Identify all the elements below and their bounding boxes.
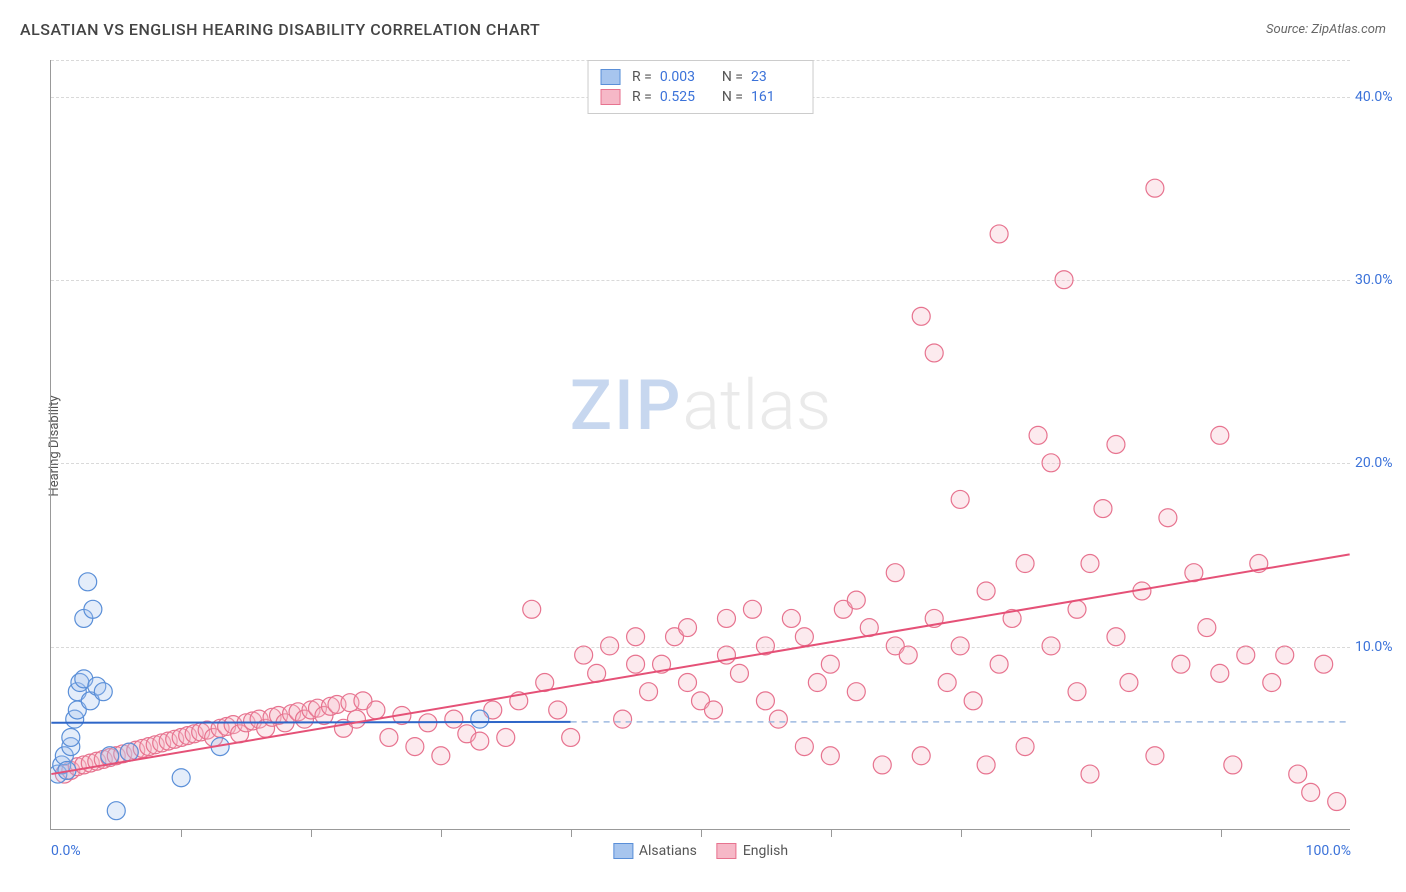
y-tick-label: 40.0%	[1355, 89, 1406, 105]
swatch-alsatians-icon	[600, 69, 620, 85]
legend-item-alsatians: Alsatians	[613, 843, 697, 859]
y-tick-label: 20.0%	[1355, 455, 1406, 471]
stats-row-alsatians: R = 0.003 N = 23	[600, 67, 801, 87]
r-label: R =	[632, 69, 652, 85]
r-value-alsatians: 0.003	[660, 69, 710, 85]
n-value-english: 161	[751, 89, 801, 105]
chart-title: ALSATIAN VS ENGLISH HEARING DISABILITY C…	[20, 20, 540, 39]
swatch-english-icon	[600, 89, 620, 105]
y-tick-label: 30.0%	[1355, 272, 1406, 288]
series-legend: Alsatians English	[613, 843, 788, 859]
r-value-english: 0.525	[660, 89, 710, 105]
swatch-english-icon	[717, 843, 737, 859]
stats-row-english: R = 0.525 N = 161	[600, 87, 801, 107]
n-label: N =	[722, 89, 743, 105]
header: ALSATIAN VS ENGLISH HEARING DISABILITY C…	[20, 20, 1386, 39]
n-label: N =	[722, 69, 743, 85]
x-tick-label: 0.0%	[51, 843, 81, 859]
legend-label-alsatians: Alsatians	[639, 843, 697, 859]
r-label: R =	[632, 89, 652, 105]
legend-item-english: English	[717, 843, 788, 859]
stats-legend: R = 0.003 N = 23 R = 0.525 N = 161	[587, 60, 814, 114]
chart-area: ZIPatlas R = 0.003 N = 23 R = 0.525 N = …	[50, 60, 1350, 830]
n-value-alsatians: 23	[751, 69, 801, 85]
y-tick-label: 10.0%	[1355, 639, 1406, 655]
x-tick-label: 100.0%	[1306, 843, 1351, 859]
scatter-plot	[51, 60, 1350, 829]
source-label: Source: ZipAtlas.com	[1266, 22, 1386, 37]
legend-label-english: English	[743, 843, 788, 859]
swatch-alsatians-icon	[613, 843, 633, 859]
